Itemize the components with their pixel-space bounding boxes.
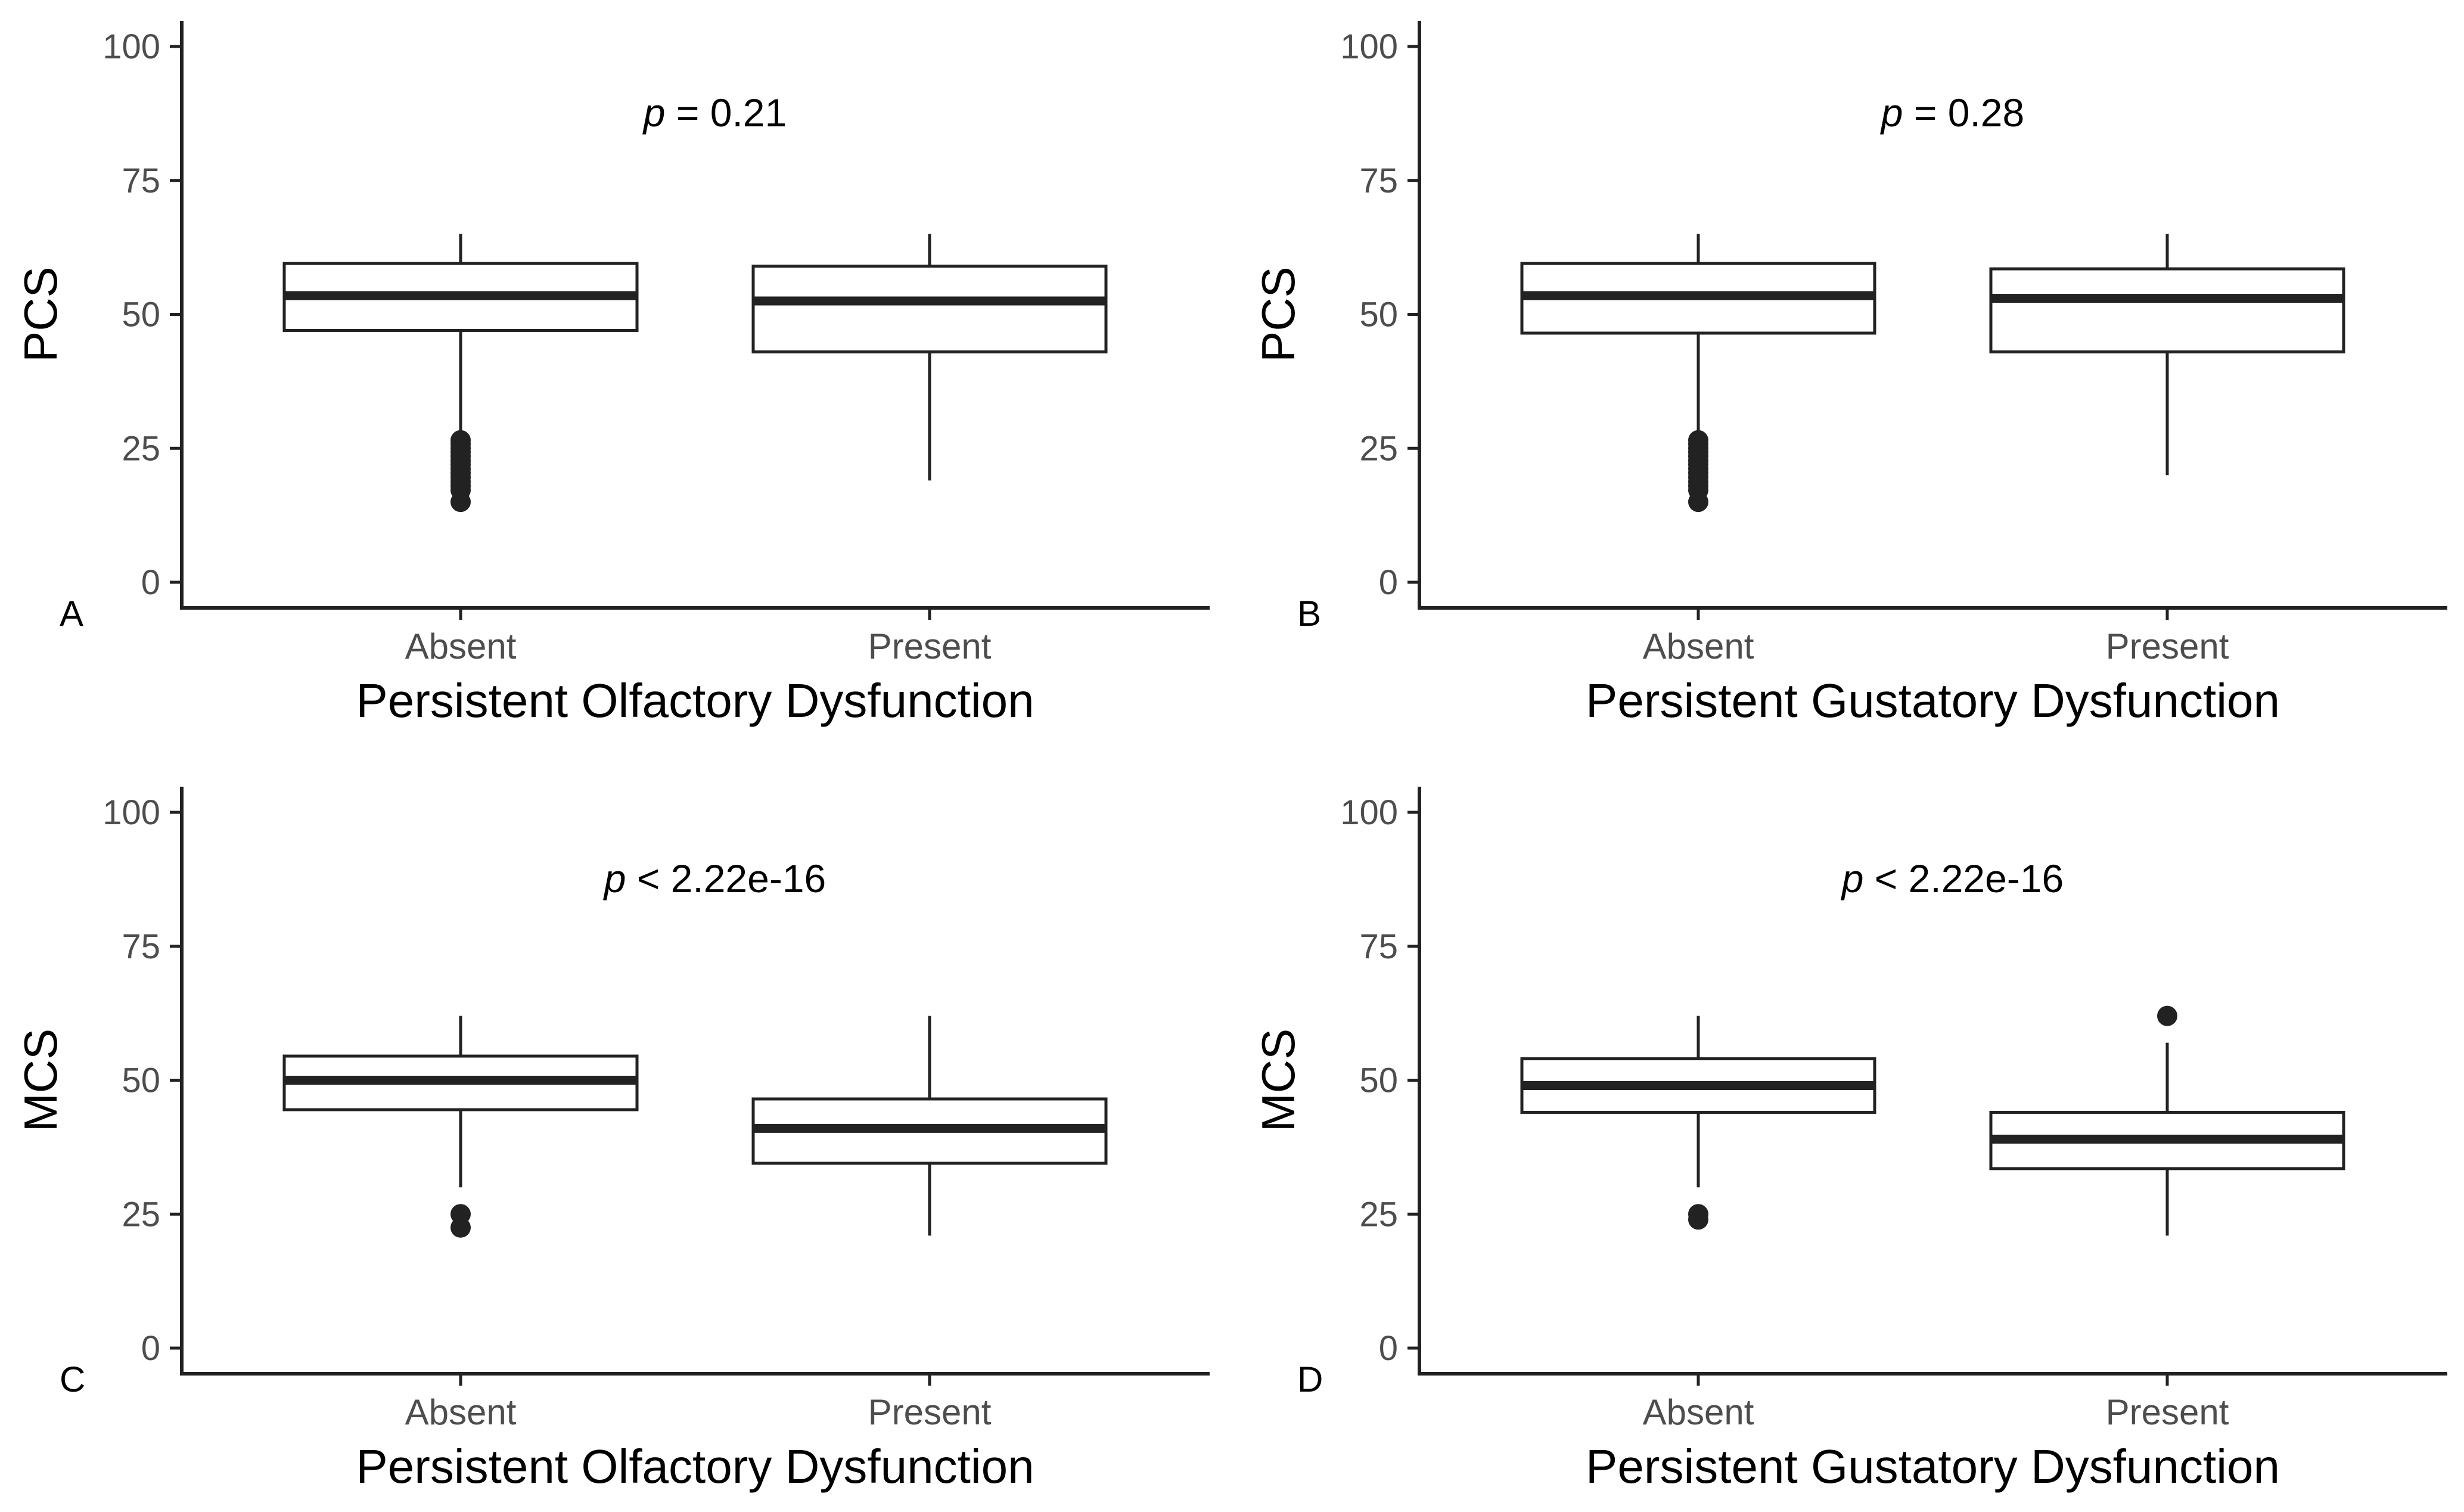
y-tick-label: 25 (1359, 429, 1398, 468)
y-tick-label: 100 (102, 27, 160, 66)
panel-a: 0 25 50 75 100 PCS Absent Present Persistent Olf… (14, 21, 1210, 727)
box-present (751, 234, 1108, 481)
p-value-text: = 0.21 (666, 91, 787, 135)
outlier-point (1688, 492, 1708, 513)
y-tick-label: 25 (1359, 1195, 1398, 1234)
box-absent (1520, 234, 1876, 513)
y-tick-label: 50 (122, 296, 160, 334)
y-tick-label: 25 (122, 1195, 160, 1234)
x-tick-label: Absent (405, 626, 517, 666)
x-tick-label: Present (868, 1392, 992, 1432)
y-tick-label: 0 (1379, 1329, 1398, 1368)
outlier-point (450, 1217, 471, 1238)
box-present (751, 1016, 1108, 1236)
box-present (1989, 1005, 2345, 1236)
p-symbol: p (1880, 91, 1903, 135)
box-absent (1520, 1016, 1876, 1230)
x-axis-title: Persistent Gustatory Dysfunction (1586, 1440, 2280, 1493)
y-tick-label: 25 (122, 429, 160, 468)
p-value-annotation: p < 2.22e-16 (1841, 856, 2064, 901)
p-value-text: < 2.22e-16 (1863, 856, 2064, 901)
x-axis-title: Persistent Gustatory Dysfunction (1586, 674, 2280, 727)
y-tick-label: 100 (102, 793, 160, 832)
panel-b: 0 25 50 75 100 PCS Absent Present Persistent Gus… (1252, 21, 2447, 727)
y-axis-title: PCS (14, 266, 67, 362)
x-tick-label: Present (868, 626, 992, 666)
panel-label: A (60, 594, 83, 634)
outlier-point (1688, 1209, 1708, 1230)
panel-label: D (1297, 1359, 1323, 1399)
y-tick-label: 100 (1340, 27, 1398, 66)
x-tick-label: Absent (405, 1392, 517, 1432)
y-tick-label: 100 (1340, 793, 1398, 832)
box-absent (282, 1016, 639, 1238)
y-tick-label: 50 (1359, 1061, 1398, 1100)
p-value-text: = 0.28 (1903, 91, 2025, 135)
box-body (751, 265, 1108, 353)
panel-d: 0 25 50 75 100 MCS Absent Present Persistent Gus… (1252, 787, 2447, 1493)
panel-label: B (1297, 594, 1321, 634)
p-value-annotation: p = 0.28 (1880, 91, 2024, 135)
y-tick-label: 0 (141, 563, 160, 602)
y-tick-label: 75 (1359, 927, 1398, 966)
p-symbol: p (603, 856, 626, 901)
y-tick-label: 75 (122, 927, 160, 966)
x-tick-label: Absent (1643, 626, 1754, 666)
outlier-point (2157, 1005, 2177, 1026)
x-axis-title: Persistent Olfactory Dysfunction (356, 674, 1034, 727)
x-tick-label: Absent (1643, 1392, 1754, 1432)
panel-label: C (60, 1359, 85, 1399)
x-tick-label: Present (2106, 1392, 2229, 1432)
y-tick-label: 75 (122, 162, 160, 200)
p-value-annotation: p < 2.22e-16 (603, 856, 826, 901)
y-tick-label: 50 (1359, 296, 1398, 334)
box-absent (282, 234, 639, 513)
p-symbol: p (642, 91, 666, 135)
p-value-text: < 2.22e-16 (626, 856, 826, 901)
y-tick-label: 0 (141, 1329, 160, 1368)
y-axis-title: MCS (14, 1029, 67, 1132)
y-axis-title: PCS (1252, 266, 1304, 362)
box-present (1989, 234, 2345, 476)
y-tick-label: 50 (122, 1061, 160, 1100)
y-tick-label: 0 (1379, 563, 1398, 602)
box-body (1989, 267, 2345, 353)
panel-c: 0 25 50 75 100 MCS Absent Present Persistent Olf… (14, 787, 1210, 1493)
y-tick-label: 75 (1359, 162, 1398, 200)
x-axis-title: Persistent Olfactory Dysfunction (356, 1440, 1034, 1493)
p-value-annotation: p = 0.21 (642, 91, 787, 135)
outlier-point (450, 492, 471, 513)
y-axis-title: MCS (1252, 1029, 1304, 1132)
x-tick-label: Present (2106, 626, 2229, 666)
p-symbol: p (1841, 856, 1864, 901)
